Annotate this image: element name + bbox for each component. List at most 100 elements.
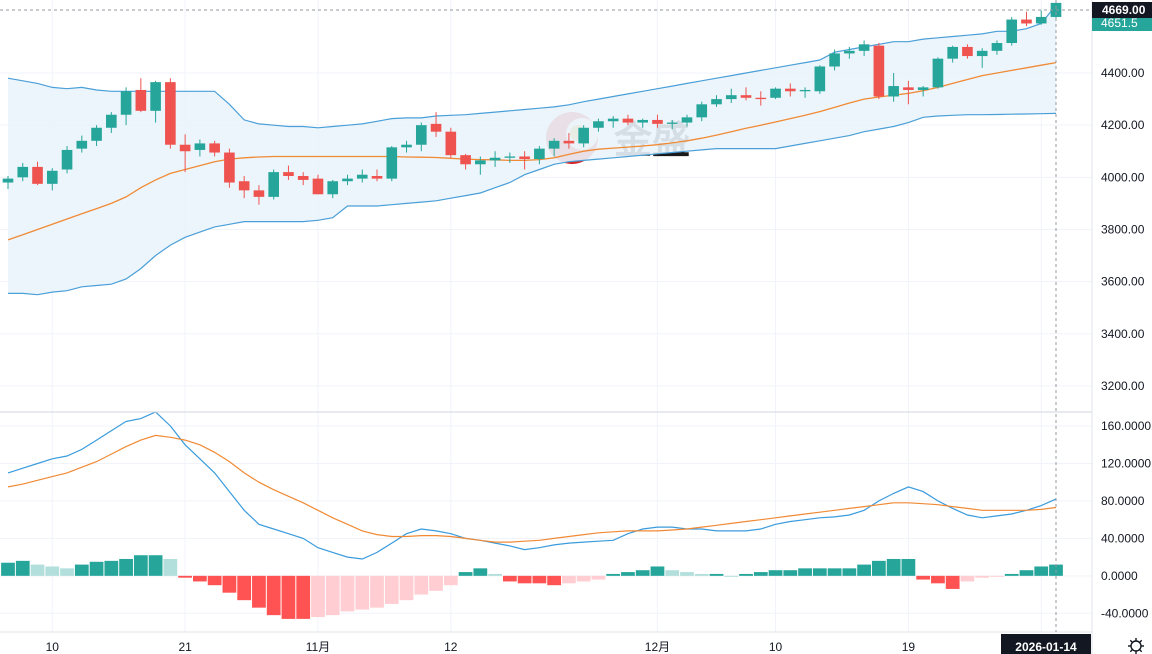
candle-body[interactable] — [652, 119, 663, 124]
candle-body[interactable] — [165, 82, 176, 145]
histogram-bar[interactable] — [1004, 573, 1019, 576]
candle[interactable] — [460, 153, 471, 170]
candle[interactable] — [548, 138, 560, 157]
histogram-bar[interactable] — [104, 560, 119, 576]
candle-body[interactable] — [814, 66, 826, 92]
macd-pane[interactable] — [1, 411, 1063, 619]
candle[interactable] — [607, 116, 619, 128]
candle-body[interactable] — [489, 157, 501, 161]
candle[interactable] — [725, 88, 737, 103]
candle[interactable] — [268, 169, 280, 200]
candle-body[interactable] — [770, 88, 781, 98]
histogram-bar[interactable] — [975, 575, 990, 578]
histogram-bar[interactable] — [871, 560, 886, 576]
candle-body[interactable] — [755, 97, 767, 100]
candle[interactable] — [61, 146, 73, 174]
histogram-bar[interactable] — [148, 555, 163, 576]
histogram-bar[interactable] — [222, 575, 237, 593]
candle[interactable] — [696, 101, 708, 122]
histogram-bar[interactable] — [473, 568, 488, 576]
histogram-bar[interactable] — [665, 570, 680, 576]
histogram-bar[interactable] — [399, 575, 414, 601]
candle-body[interactable] — [401, 144, 412, 148]
histogram-bar[interactable] — [768, 570, 783, 576]
candle[interactable] — [637, 118, 649, 128]
candle[interactable] — [120, 87, 132, 126]
candle[interactable] — [829, 49, 840, 71]
candle-body[interactable] — [106, 114, 117, 128]
histogram-bar[interactable] — [30, 564, 45, 576]
candle-body[interactable] — [283, 172, 294, 177]
candle-body[interactable] — [371, 176, 383, 179]
candle[interactable] — [1021, 11, 1032, 27]
candle[interactable] — [873, 43, 885, 100]
candle-body[interactable] — [829, 53, 840, 67]
histogram-bar[interactable] — [562, 575, 576, 584]
candle[interactable] — [666, 119, 678, 130]
candle-body[interactable] — [209, 143, 220, 153]
histogram-bar[interactable] — [827, 568, 842, 576]
histogram-bar[interactable] — [753, 572, 768, 576]
candle[interactable] — [342, 174, 353, 186]
histogram-bar[interactable] — [311, 575, 325, 618]
histogram-bar[interactable] — [576, 575, 591, 582]
candle[interactable] — [150, 80, 161, 123]
histogram-bar[interactable] — [1034, 566, 1049, 576]
candle-body[interactable] — [460, 155, 471, 165]
candle[interactable] — [534, 146, 545, 165]
histogram-bar[interactable] — [429, 575, 443, 591]
candle-body[interactable] — [386, 147, 398, 179]
histogram-bar[interactable] — [650, 566, 665, 576]
candle-body[interactable] — [534, 148, 545, 160]
candle-body[interactable] — [799, 89, 811, 92]
candle[interactable] — [593, 118, 604, 132]
candle[interactable] — [770, 87, 781, 100]
candle-body[interactable] — [711, 99, 722, 105]
candle[interactable] — [888, 73, 899, 102]
candle-body[interactable] — [932, 58, 944, 88]
candle[interactable] — [194, 139, 206, 157]
histogram-bar[interactable] — [532, 575, 547, 584]
candle[interactable] — [1035, 10, 1047, 25]
candle[interactable] — [356, 169, 368, 183]
candle[interactable] — [991, 40, 1003, 55]
candle-body[interactable] — [194, 143, 206, 150]
histogram-bar[interactable] — [591, 575, 606, 580]
histogram-bar[interactable] — [606, 573, 621, 576]
candle-body[interactable] — [976, 50, 988, 57]
candle[interactable] — [1006, 16, 1018, 46]
candle-body[interactable] — [342, 178, 353, 182]
candle-body[interactable] — [578, 127, 589, 144]
candle-body[interactable] — [962, 46, 973, 57]
candle-body[interactable] — [725, 95, 737, 100]
candle[interactable] — [415, 122, 427, 152]
candle[interactable] — [844, 46, 855, 59]
histogram-bar[interactable] — [842, 568, 857, 576]
candle-body[interactable] — [76, 140, 88, 149]
candle[interactable] — [962, 44, 973, 59]
candle[interactable] — [32, 161, 43, 186]
histogram-bar[interactable] — [724, 575, 739, 577]
candle[interactable] — [17, 162, 29, 182]
candle[interactable] — [903, 80, 914, 105]
histogram-bar[interactable] — [355, 575, 370, 610]
candle[interactable] — [76, 135, 88, 153]
candle[interactable] — [622, 114, 634, 126]
candle-body[interactable] — [179, 144, 191, 152]
candle[interactable] — [652, 114, 663, 128]
candle[interactable] — [799, 87, 811, 98]
candle-body[interactable] — [312, 178, 324, 195]
candle[interactable] — [814, 65, 826, 94]
candle-body[interactable] — [681, 117, 693, 123]
candle-body[interactable] — [504, 156, 516, 158]
candle[interactable] — [283, 165, 294, 180]
candle-body[interactable] — [593, 121, 604, 128]
candle-body[interactable] — [888, 86, 899, 97]
candle-body[interactable] — [445, 131, 457, 156]
histogram-bar[interactable] — [340, 575, 355, 612]
histogram-bar[interactable] — [15, 560, 30, 576]
histogram-bar[interactable] — [45, 566, 60, 576]
candle[interactable] — [711, 95, 722, 107]
candle-body[interactable] — [563, 140, 575, 144]
candle[interactable] — [238, 176, 250, 199]
